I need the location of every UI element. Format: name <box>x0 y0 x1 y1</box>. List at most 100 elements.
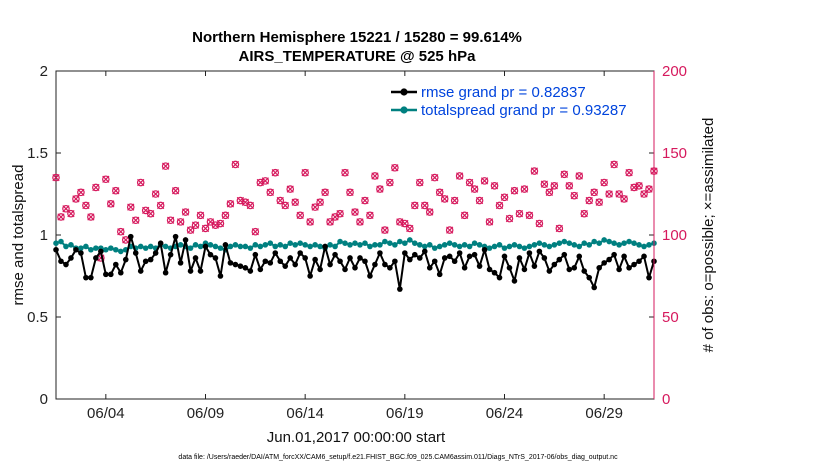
totalspread-point <box>312 242 318 248</box>
rmse-point <box>631 261 637 268</box>
rmse-point <box>541 255 548 261</box>
rmse-point <box>222 242 229 248</box>
totalspread-point <box>192 242 199 248</box>
totalspread-point <box>451 242 458 248</box>
obs-point <box>495 201 504 210</box>
totalspread-point <box>426 242 433 248</box>
legend-rmse-label: rmse grand pr = 0.82837 <box>421 84 586 101</box>
y2-tick-label: 150 <box>662 145 687 162</box>
totalspread-point <box>377 242 383 248</box>
totalspread-point <box>317 243 323 250</box>
rmse-point <box>362 258 368 265</box>
rmse-point <box>591 284 597 291</box>
y2-tick-label: 200 <box>662 63 687 80</box>
obs-point <box>291 198 300 207</box>
totalspread-point <box>636 242 642 248</box>
obs-point <box>470 185 479 193</box>
obs-point <box>620 195 628 203</box>
totalspread-point <box>596 240 602 246</box>
obs-point <box>550 182 559 190</box>
totalspread-point <box>357 242 363 248</box>
obs-point <box>361 196 369 205</box>
totalspread-series <box>53 237 657 255</box>
rmse-point <box>192 255 199 261</box>
totalspread-point <box>641 243 647 250</box>
obs-point <box>57 213 65 221</box>
totalspread-point <box>556 240 563 246</box>
chart-subtitle: AIRS_TEMPERATURE @ 525 hPa <box>239 48 477 65</box>
rmse-point <box>392 258 398 265</box>
x-tick-label: 06/14 <box>286 405 324 422</box>
rmse-point <box>382 261 388 268</box>
y2-tick-label: 0 <box>662 391 670 408</box>
obs-point <box>251 227 260 236</box>
totalspread-point <box>232 242 239 248</box>
totalspread-point <box>68 242 74 248</box>
obs-point <box>351 208 359 216</box>
obs-point <box>490 182 499 190</box>
data-file-path: data file: /Users/raeder/DAI/ATM_forcXX/… <box>178 454 618 461</box>
obs-point <box>226 200 235 208</box>
rmse-point <box>476 263 483 269</box>
obs-point <box>406 224 414 233</box>
totalspread-point <box>466 243 473 250</box>
rmse-point <box>501 253 508 260</box>
rmse-point <box>93 255 99 261</box>
totalspread-point <box>511 242 518 248</box>
totalspread-point <box>591 238 597 245</box>
y-tick-label: 0.5 <box>27 309 48 326</box>
x-tick-label: 06/24 <box>486 405 524 422</box>
obs-point <box>605 190 613 198</box>
obs-point <box>530 167 539 175</box>
totalspread-point <box>277 242 284 248</box>
totalspread-point <box>337 238 343 245</box>
totalspread-point <box>367 243 373 250</box>
rmse-point <box>621 253 627 260</box>
rmse-point <box>566 266 573 273</box>
obs-point <box>316 198 324 207</box>
rmse-point <box>377 250 383 256</box>
totalspread-point <box>646 242 652 248</box>
rmse-point <box>207 251 214 258</box>
totalspread-point <box>496 242 503 248</box>
obs-point <box>570 191 579 200</box>
rmse-point <box>506 265 513 271</box>
obs-point <box>196 211 205 220</box>
rmse-point <box>312 256 318 263</box>
obs-point <box>107 200 115 208</box>
totalspread-point <box>621 240 627 246</box>
totalspread-point <box>302 242 308 248</box>
rmse-point <box>272 250 279 256</box>
rmse-point <box>277 258 284 265</box>
rmse-point <box>152 250 159 256</box>
totalspread-point <box>516 243 523 250</box>
rmse-point <box>327 261 333 268</box>
rmse-point <box>322 243 328 250</box>
obs-point <box>371 172 379 180</box>
totalspread-point <box>307 243 313 250</box>
obs-point <box>231 160 240 169</box>
totalspread-point <box>387 240 393 246</box>
rmse-point <box>317 266 323 273</box>
totalspread-point <box>252 242 259 248</box>
totalspread-point <box>571 242 578 248</box>
totalspread-point <box>407 237 413 243</box>
rmse-point <box>481 246 488 253</box>
rmse-point <box>302 255 308 261</box>
totalspread-point <box>461 242 468 248</box>
rmse-point <box>601 260 607 266</box>
obs-point <box>465 178 474 187</box>
y2-tick-label: 100 <box>662 227 687 244</box>
rmse-point <box>357 255 363 261</box>
rmse-point <box>232 261 239 268</box>
totalspread-point <box>491 243 498 250</box>
rmse-point <box>611 251 617 258</box>
totalspread-point <box>456 243 463 250</box>
totalspread-point <box>247 245 254 251</box>
rmse-point <box>172 233 179 240</box>
rmse-point <box>157 240 164 246</box>
totalspread-point <box>436 243 443 250</box>
obs-point <box>82 201 90 210</box>
totalspread-point <box>197 243 204 250</box>
rmse-point <box>68 255 74 261</box>
